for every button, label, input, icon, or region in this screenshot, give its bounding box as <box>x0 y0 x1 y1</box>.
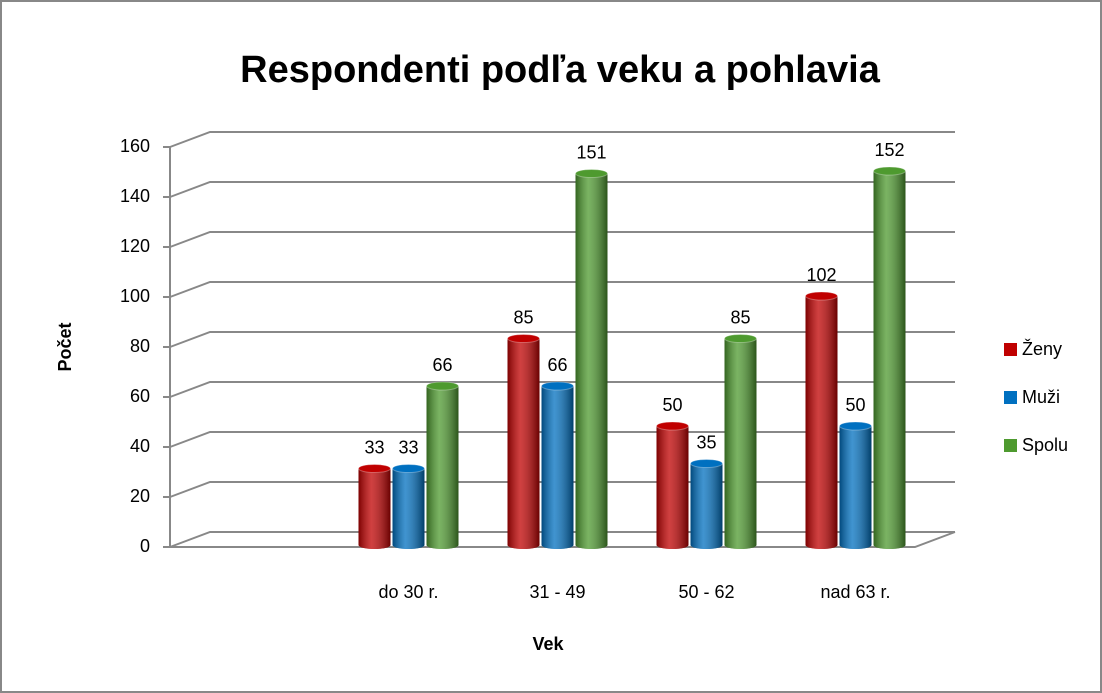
y-tick-label: 20 <box>130 486 150 506</box>
bar-shade <box>839 426 872 549</box>
data-label: 33 <box>398 437 418 457</box>
x-tick-label: 50 - 62 <box>678 582 734 602</box>
bar-shade <box>541 386 574 549</box>
bar <box>690 459 723 549</box>
bar <box>426 381 459 549</box>
bar-top <box>805 291 838 301</box>
bar <box>839 421 872 549</box>
bar-shade <box>392 468 425 549</box>
y-tick-label: 0 <box>140 536 150 556</box>
x-tick-label: nad 63 r. <box>820 582 890 602</box>
bar-top <box>392 464 425 473</box>
chart-title: Respondenti podľa veku a pohlavia <box>240 49 881 91</box>
grid-line <box>169 181 955 198</box>
bar-top <box>507 334 540 343</box>
bar-top <box>575 169 608 178</box>
bar-top <box>358 464 391 473</box>
grid-line <box>169 431 955 448</box>
bar-shade <box>873 171 906 549</box>
grid-line <box>169 331 955 348</box>
bar <box>541 381 574 549</box>
bar-shade <box>724 338 757 549</box>
bar-top <box>724 334 757 343</box>
y-tick-label: 40 <box>130 436 150 456</box>
bar <box>656 421 689 549</box>
bar-shade <box>426 386 459 549</box>
y-tick-label: 100 <box>120 286 150 306</box>
data-label: 50 <box>662 395 682 415</box>
y-tick-label: 160 <box>120 136 150 156</box>
data-label: 33 <box>364 437 384 457</box>
y-tick-label: 60 <box>130 386 150 406</box>
data-label: 151 <box>576 142 606 162</box>
bar-shade <box>656 426 689 549</box>
y-axis-label: Počet <box>55 322 75 371</box>
data-label: 66 <box>547 355 567 375</box>
bar-top <box>426 381 459 391</box>
x-axis-label: Vek <box>532 634 564 654</box>
grid-line <box>169 381 955 398</box>
data-label: 35 <box>696 432 716 452</box>
bar-top <box>541 381 574 391</box>
legend-label: Ženy <box>1022 339 1062 359</box>
data-label: 85 <box>730 307 750 327</box>
bar-top <box>656 421 689 431</box>
bar-top <box>839 421 872 431</box>
bar-shade <box>507 338 540 549</box>
legend-label: Muži <box>1022 387 1060 407</box>
y-tick-label: 80 <box>130 336 150 356</box>
bar-shade <box>575 173 608 549</box>
bar <box>805 291 838 549</box>
legend-swatch <box>1004 439 1017 452</box>
data-label: 152 <box>874 140 904 160</box>
data-label: 50 <box>845 395 865 415</box>
legend-label: Spolu <box>1022 435 1068 455</box>
bar-top <box>690 459 723 468</box>
bar <box>392 464 425 549</box>
grid-line <box>169 231 955 248</box>
data-label: 66 <box>432 355 452 375</box>
y-tick-label: 140 <box>120 186 150 206</box>
bar <box>724 334 757 549</box>
y-tick-label: 120 <box>120 236 150 256</box>
bar <box>507 334 540 549</box>
bar <box>358 464 391 549</box>
bar <box>575 169 608 549</box>
grid-line <box>169 281 955 298</box>
legend-swatch <box>1004 343 1017 356</box>
grid-line <box>169 131 955 148</box>
bar-shade <box>358 468 391 549</box>
data-label: 102 <box>806 265 836 285</box>
legend-swatch <box>1004 391 1017 404</box>
bar-shade <box>690 463 723 549</box>
bar-shade <box>805 296 838 549</box>
x-tick-label: 31 - 49 <box>529 582 585 602</box>
data-label: 85 <box>513 307 533 327</box>
bar <box>873 166 906 549</box>
x-tick-label: do 30 r. <box>378 582 438 602</box>
bar-top <box>873 166 906 176</box>
